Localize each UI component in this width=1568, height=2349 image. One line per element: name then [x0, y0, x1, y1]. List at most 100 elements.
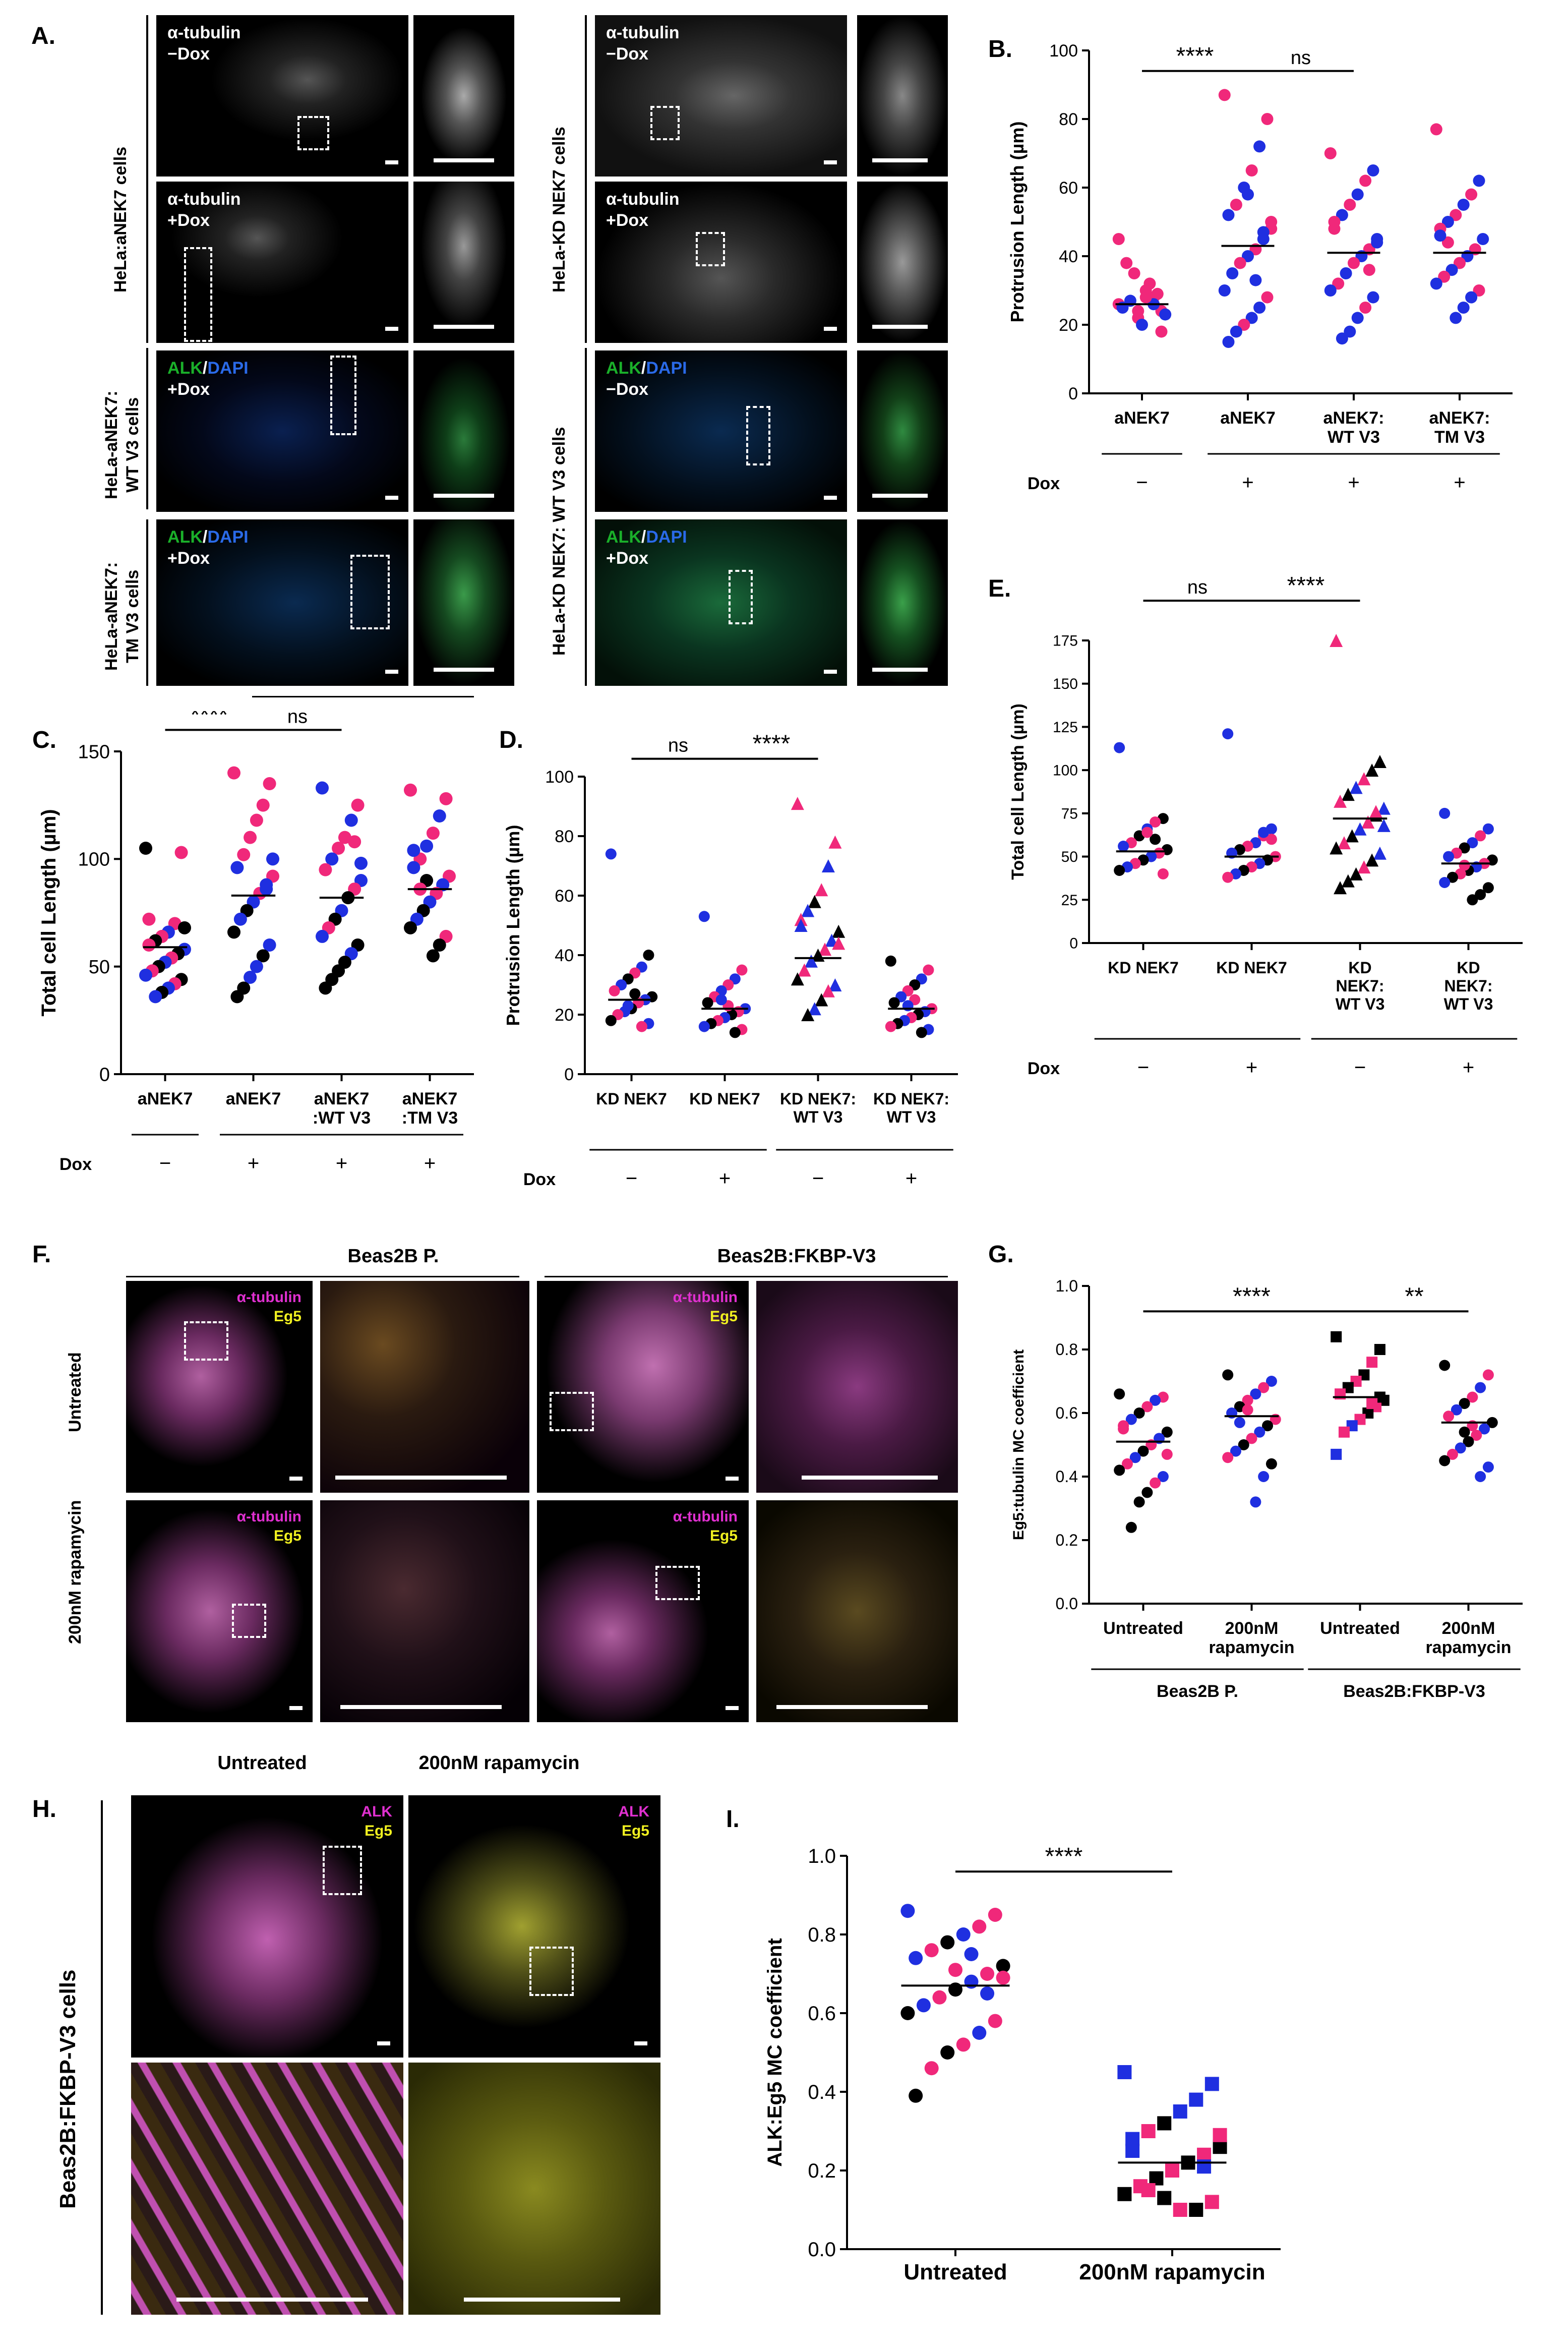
- divider: [126, 1276, 519, 1277]
- micrograph-kd-tubulin-minus: α-tubulin −Dox: [595, 15, 847, 177]
- dox-text: +Dox: [167, 380, 210, 399]
- data-point: [1159, 308, 1172, 321]
- data-point: [964, 1947, 979, 1961]
- slash: /: [202, 359, 208, 378]
- data-point: [263, 777, 276, 790]
- category-label: aNEK7:TM V3: [1429, 408, 1490, 447]
- y-tick-label: 20: [555, 1006, 574, 1025]
- data-point: [832, 936, 846, 950]
- data-point: [1258, 1471, 1270, 1482]
- data-point: [1242, 1404, 1253, 1416]
- data-point: [1150, 816, 1161, 828]
- data-point: [1338, 1426, 1350, 1438]
- label-alk-dapi-plus: ALK/DAPI +Dox: [167, 526, 249, 569]
- data-point: [923, 964, 934, 976]
- significance-label: ns: [1291, 47, 1311, 69]
- y-tick-label: 0.6: [808, 2003, 836, 2025]
- data-point: [1477, 233, 1489, 245]
- dox-value: +: [248, 1152, 259, 1174]
- dox-label: Dox: [59, 1155, 92, 1174]
- data-point: [885, 955, 896, 967]
- scale-bar: [726, 1477, 739, 1481]
- data-point: [1204, 2195, 1219, 2209]
- data-point: [1369, 805, 1383, 818]
- dox-value: +: [1242, 472, 1253, 494]
- micrograph-kd-tubulin-plus: α-tubulin +Dox: [595, 182, 847, 343]
- data-point: [1357, 860, 1371, 874]
- category-label: aNEK7:WT V3: [313, 1089, 371, 1128]
- y-tick-label: 0.8: [1056, 1340, 1078, 1359]
- y-tick-label: 75: [1061, 805, 1078, 822]
- micrograph-inset: [857, 182, 948, 343]
- data-point: [1137, 1445, 1149, 1457]
- data-point: [1467, 837, 1478, 849]
- eg5-text: Eg5: [621, 1823, 649, 1839]
- scale-bar: [872, 158, 928, 162]
- micrograph-h-untreated: ALK Eg5: [131, 1795, 403, 2058]
- scale-bar: [634, 2041, 647, 2045]
- label-tubulin-plus: α-tubulin +Dox: [167, 190, 241, 230]
- data-point: [316, 929, 329, 943]
- data-point: [888, 997, 900, 1009]
- data-point: [1467, 1391, 1478, 1403]
- data-point: [1454, 257, 1466, 269]
- data-point: [174, 846, 188, 859]
- data-point: [1173, 2203, 1187, 2217]
- alk-text: ALK: [167, 527, 203, 547]
- data-point: [1363, 264, 1375, 276]
- chart-d: 0 20 40 60 80 100 Protrusion Length (µm) KD NEK…: [503, 731, 958, 1190]
- micrograph-f-zoom: [320, 1500, 529, 1722]
- y-tick-label: 0: [1068, 384, 1078, 403]
- data-point: [1450, 209, 1462, 221]
- data-point: [1157, 1471, 1169, 1482]
- alk-text: ALK: [618, 1803, 649, 1820]
- tubulin-text: α-tubulin: [236, 1289, 301, 1306]
- data-point: [996, 1959, 1010, 1973]
- dox-value: +: [1463, 1056, 1474, 1079]
- category-label: aNEK7:WT V3: [1323, 408, 1384, 447]
- data-point: [1337, 836, 1351, 850]
- data-point: [1218, 89, 1231, 101]
- micrograph-inset: [413, 182, 514, 343]
- category-label: aNEK7: [1220, 408, 1276, 428]
- data-point: [605, 1015, 617, 1026]
- data-point: [1245, 312, 1258, 324]
- data-point: [1334, 794, 1347, 808]
- data-point: [916, 1998, 931, 2013]
- data-point: [244, 971, 257, 984]
- data-point: [1351, 188, 1364, 201]
- y-tick-label: 0.2: [808, 2160, 836, 2182]
- data-point: [932, 1990, 947, 2005]
- data-point: [1197, 2147, 1212, 2162]
- y-tick-label: 60: [555, 887, 574, 906]
- data-point: [1450, 312, 1462, 324]
- row-bracket: [146, 348, 148, 509]
- category-label: KD NEK7: [596, 1090, 667, 1108]
- data-point: [804, 954, 818, 968]
- data-point: [420, 839, 434, 853]
- data-point: [924, 2061, 939, 2076]
- col-label-rapamycin: 200nM rapamycin: [418, 1752, 580, 1774]
- micrograph-kd-alk-minus: ALK/DAPI −Dox: [595, 350, 847, 512]
- data-point: [1374, 1344, 1385, 1355]
- scale-bar: [176, 2298, 368, 2302]
- data-point: [1157, 2116, 1172, 2131]
- data-point: [622, 1000, 634, 1012]
- micrograph-inset: [857, 350, 948, 512]
- label-tubulin-minus: α-tubulin −Dox: [167, 23, 241, 64]
- data-point: [1475, 1471, 1486, 1482]
- group-label: Beas2B P.: [1157, 1682, 1238, 1701]
- data-point: [1439, 1455, 1451, 1466]
- data-point: [1173, 2104, 1187, 2119]
- data-point: [1366, 1357, 1378, 1368]
- alk-text: ALK: [606, 359, 641, 378]
- micrograph-f-zoom: [756, 1500, 958, 1722]
- label-alk-dapi-plus: ALK/DAPI +Dox: [606, 526, 687, 569]
- data-point: [808, 895, 821, 908]
- data-point: [1161, 1448, 1173, 1460]
- data-point: [609, 985, 620, 996]
- y-tick-label: 0: [564, 1065, 574, 1084]
- category-label: 200nM rapamycin: [1079, 2260, 1265, 2284]
- row-label-kd-nek7-wt-v3: HeLa-KD NEK7: WT V3 cells: [550, 427, 569, 656]
- data-point: [1114, 1388, 1125, 1400]
